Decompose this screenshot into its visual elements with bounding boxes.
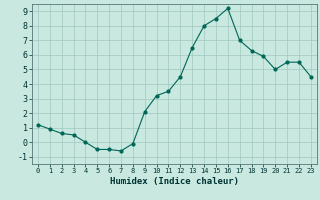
X-axis label: Humidex (Indice chaleur): Humidex (Indice chaleur) <box>110 177 239 186</box>
